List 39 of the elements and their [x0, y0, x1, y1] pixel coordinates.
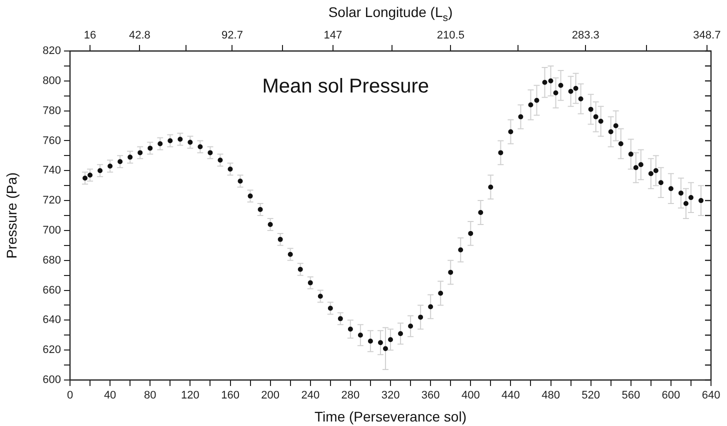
x-tick-label: 280 [341, 390, 360, 402]
x-tick-label: 600 [662, 390, 680, 402]
x-axis-title: Time (Perseverance sol) [314, 408, 466, 424]
y-tick-label: 680 [42, 254, 61, 266]
x-tick-label: 560 [622, 390, 640, 402]
x-tick-label: 640 [702, 390, 720, 402]
y-tick-label: 700 [42, 224, 61, 236]
x-tick-label: 240 [301, 390, 320, 402]
x2-tick-label: 210.5 [436, 29, 464, 42]
y-tick-label: 660 [42, 284, 61, 296]
y-tick-label: 600 [42, 374, 61, 386]
x-tick-label: 200 [261, 390, 280, 402]
y-tick-label: 780 [42, 104, 61, 117]
x-tick-label: 80 [144, 390, 156, 402]
y-tick-label: 760 [42, 134, 61, 147]
x-tick-label: 120 [181, 390, 200, 402]
x2-tick-label: 92.7 [222, 29, 243, 42]
y-tick-label: 740 [42, 164, 61, 177]
x-tick-label: 40 [104, 390, 116, 402]
x2-tick-label: 16 [84, 29, 96, 42]
x-tick-label: 160 [221, 390, 240, 402]
x2-tick-label: 147 [324, 29, 342, 42]
x-tick-label: 480 [542, 390, 560, 402]
x-tick-label: 440 [502, 390, 520, 402]
y-tick-label: 640 [42, 314, 61, 326]
y-tick-label: 800 [42, 74, 61, 87]
x-tick-label: 0 [66, 390, 74, 402]
y-tick-label: 720 [42, 194, 61, 207]
x-tick-label: 400 [461, 390, 480, 402]
text: Mean sol Pressure [262, 76, 430, 98]
x2-tick-label: 348.7 [693, 29, 721, 42]
x-tick-label: 320 [381, 390, 400, 402]
x2-tick-label: 42.8 [129, 29, 150, 42]
y-tick-label: 820 [42, 45, 61, 58]
y-axis-title: Pressure (Pa) [3, 172, 20, 259]
y-tick-label: 620 [42, 344, 61, 356]
x2-tick-label: 283.3 [572, 29, 600, 42]
x-tick-label: 360 [421, 390, 440, 402]
x-tick-label: 520 [582, 390, 600, 402]
